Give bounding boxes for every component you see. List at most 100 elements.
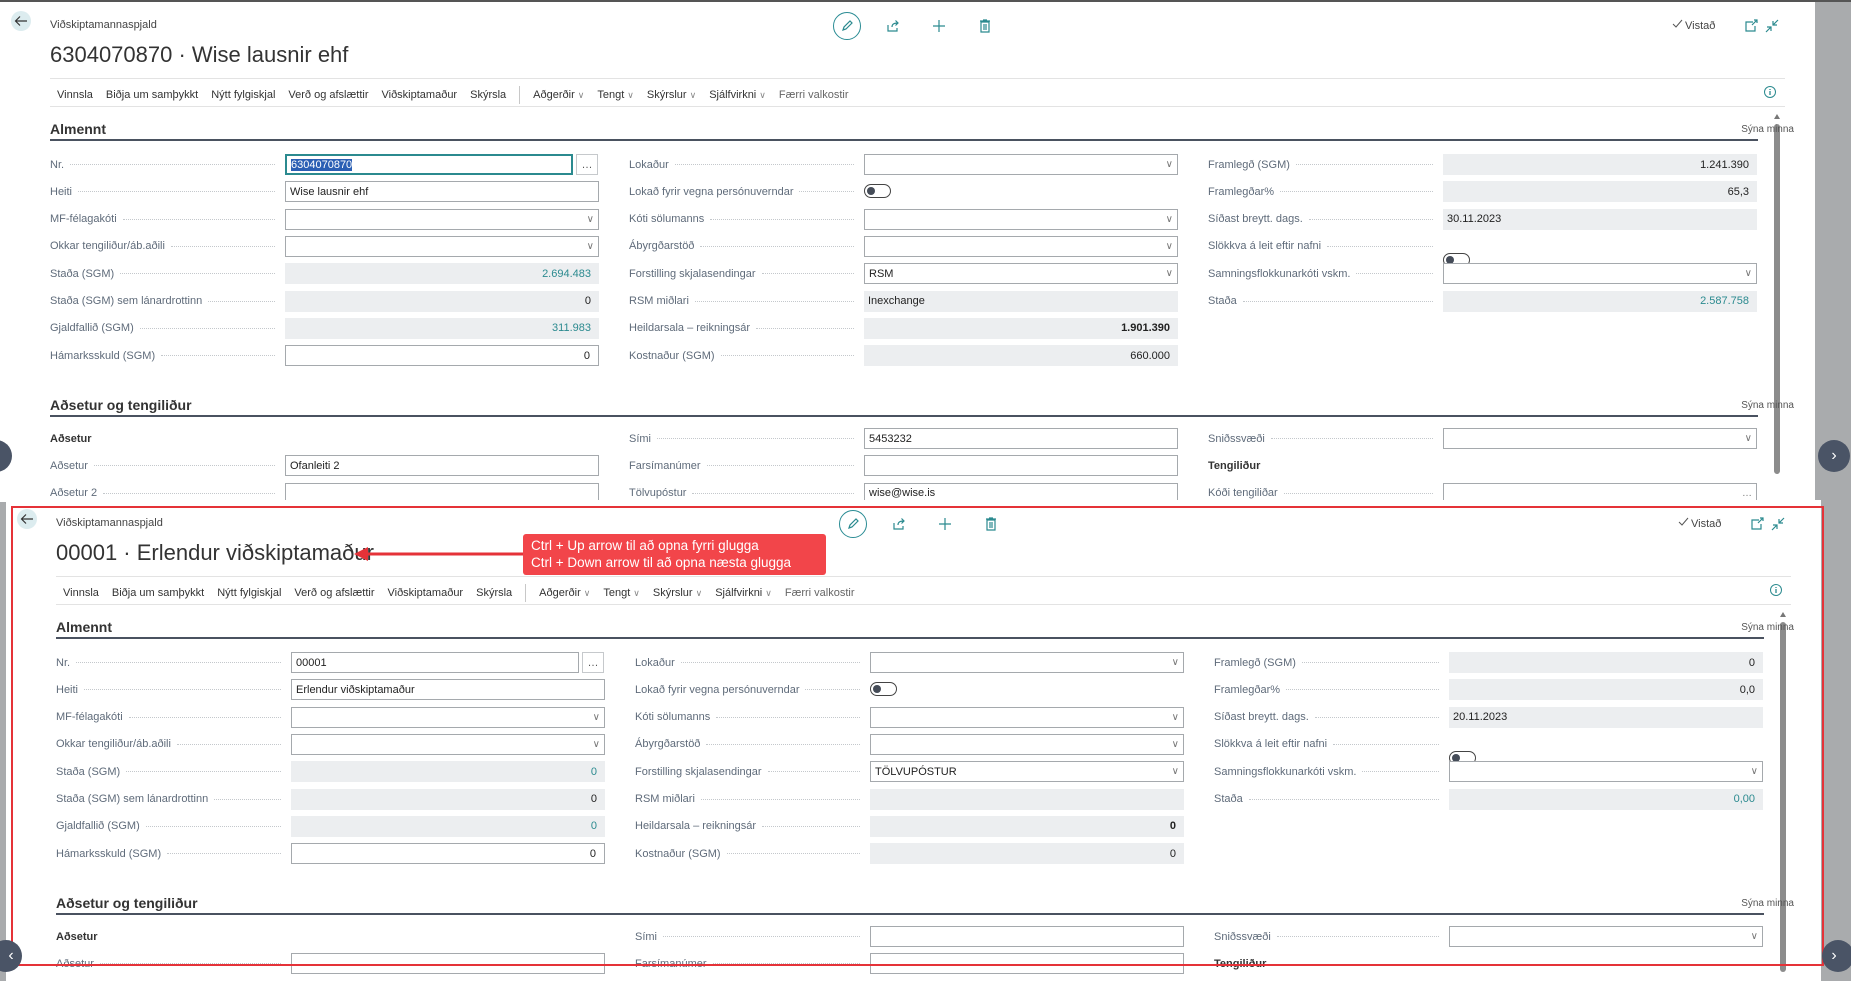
chevron-down-icon[interactable]: ∨ bbox=[1171, 657, 1179, 668]
chevron-down-icon[interactable]: ∨ bbox=[1165, 213, 1173, 225]
toolbar-item-4[interactable]: Viðskiptamaður bbox=[387, 587, 463, 599]
field-a-byrg-arsto[interactable]: ∨ bbox=[870, 733, 1184, 755]
field-sni-ssv-i[interactable]: ∨ bbox=[1443, 428, 1757, 449]
share-button[interactable] bbox=[883, 16, 903, 36]
field-si-mi[interactable]: 5453232 bbox=[864, 428, 1178, 449]
toolbar-item-2[interactable]: Nýtt fylgiskjal bbox=[217, 587, 281, 599]
toolbar-item-3[interactable]: Verð og afslættir bbox=[294, 587, 374, 599]
field-a-setur-2[interactable] bbox=[285, 482, 599, 502]
collapse-button[interactable] bbox=[1768, 514, 1788, 534]
previous-record-button[interactable] bbox=[0, 440, 12, 472]
new-button[interactable] bbox=[935, 514, 955, 534]
field-mf-fe-lagako-ti[interactable]: ∨ bbox=[285, 208, 599, 230]
delete-button[interactable] bbox=[975, 16, 995, 36]
chevron-down-icon[interactable]: ∨ bbox=[1171, 738, 1179, 750]
field-heiti[interactable]: Erlendur viðskiptamaður bbox=[291, 679, 605, 701]
toolbar-item-10[interactable]: Færri valkostir bbox=[779, 89, 849, 101]
ellipsis-icon[interactable]: … bbox=[1742, 487, 1752, 499]
chevron-down-icon[interactable]: ∨ bbox=[1744, 268, 1752, 280]
section-title[interactable]: Almennt bbox=[50, 121, 106, 137]
field-mf-fe-lagako-ti[interactable]: ∨ bbox=[291, 706, 605, 728]
open-in-new-window-button[interactable] bbox=[1747, 514, 1767, 534]
toolbar-item-1[interactable]: Biðja um samþykkt bbox=[112, 587, 204, 599]
chevron-down-icon[interactable]: ∨ bbox=[592, 738, 600, 750]
toolbar-item-7[interactable]: Tengt ∨ bbox=[603, 587, 640, 599]
toolbar-item-3[interactable]: Verð og afslættir bbox=[288, 89, 368, 101]
field-sni-ssv-i[interactable]: ∨ bbox=[1449, 926, 1763, 947]
info-button[interactable] bbox=[1760, 82, 1780, 102]
scrollbar-up-arrow[interactable] bbox=[1774, 114, 1780, 119]
field-to-lvupo-stur[interactable]: wise@wise.is bbox=[864, 482, 1178, 502]
chevron-down-icon[interactable]: ∨ bbox=[1744, 433, 1752, 444]
chevron-down-icon[interactable]: ∨ bbox=[592, 711, 600, 723]
field-ko-ti-so-lumanns[interactable]: ∨ bbox=[870, 706, 1184, 728]
field-samningsflokkunarko-ti-vskm[interactable]: ∨ bbox=[1443, 263, 1757, 285]
next-record-button[interactable]: › bbox=[1818, 440, 1850, 472]
previous-record-button-lower[interactable]: ‹ bbox=[0, 940, 22, 972]
section-title[interactable]: Aðsetur og tengiliður bbox=[50, 397, 192, 413]
field-samningsflokkunarko-ti-vskm[interactable]: ∨ bbox=[1449, 761, 1763, 783]
chevron-down-icon[interactable]: ∨ bbox=[586, 213, 594, 225]
toolbar-item-7[interactable]: Tengt ∨ bbox=[597, 89, 634, 101]
toolbar-item-0[interactable]: Vinnsla bbox=[57, 89, 93, 101]
show-less-link[interactable]: Sýna minna bbox=[1741, 898, 1794, 909]
chevron-down-icon[interactable]: ∨ bbox=[1171, 711, 1179, 723]
toolbar-item-1[interactable]: Biðja um samþykkt bbox=[106, 89, 198, 101]
toggle-loka-fyrir-vegna-perso-nuverndar[interactable] bbox=[864, 184, 891, 199]
lookup-ellipsis-button[interactable]: … bbox=[582, 652, 604, 673]
scrollbar-thumb[interactable] bbox=[1774, 124, 1780, 474]
toolbar-item-5[interactable]: Skýrsla bbox=[470, 89, 506, 101]
toggle-loka-fyrir-vegna-perso-nuverndar[interactable] bbox=[870, 682, 897, 697]
chevron-down-icon[interactable]: ∨ bbox=[1165, 240, 1173, 252]
chevron-down-icon[interactable]: ∨ bbox=[1750, 766, 1758, 778]
field-si-mi[interactable] bbox=[870, 926, 1184, 947]
back-button[interactable] bbox=[17, 509, 37, 529]
field-loka-ur[interactable]: ∨ bbox=[870, 652, 1184, 673]
toolbar-item-4[interactable]: Viðskiptamaður bbox=[381, 89, 457, 101]
field-a-byrg-arsto[interactable]: ∨ bbox=[864, 235, 1178, 257]
chevron-down-icon[interactable]: ∨ bbox=[1165, 159, 1173, 170]
share-button[interactable] bbox=[889, 514, 909, 534]
toolbar-item-8[interactable]: Skýrslur ∨ bbox=[653, 587, 702, 599]
field-farsi-manu-mer[interactable] bbox=[870, 953, 1184, 975]
section-title[interactable]: Aðsetur og tengiliður bbox=[56, 895, 198, 911]
field-forstilling-skjalasendingar[interactable]: TÖLVUPÓSTUR ∨ bbox=[870, 761, 1184, 783]
collapse-button[interactable] bbox=[1762, 16, 1782, 36]
field-ha-marksskuld-sgm[interactable]: 0 bbox=[285, 345, 599, 367]
toolbar-item-5[interactable]: Skýrsla bbox=[476, 587, 512, 599]
toolbar-item-6[interactable]: Aðgerðir ∨ bbox=[533, 89, 584, 101]
toolbar-item-8[interactable]: Skýrslur ∨ bbox=[647, 89, 696, 101]
field-a-setur[interactable] bbox=[291, 953, 605, 975]
toolbar-item-6[interactable]: Aðgerðir ∨ bbox=[539, 587, 590, 599]
section-title[interactable]: Almennt bbox=[56, 619, 112, 635]
show-less-link[interactable]: Sýna minna bbox=[1741, 400, 1794, 411]
field-farsi-manu-mer[interactable] bbox=[864, 455, 1178, 477]
toolbar-item-0[interactable]: Vinnsla bbox=[63, 587, 99, 599]
show-less-link[interactable]: Sýna minna bbox=[1741, 124, 1794, 135]
field-heiti[interactable]: Wise lausnir ehf bbox=[285, 181, 599, 203]
chevron-down-icon[interactable]: ∨ bbox=[586, 240, 594, 252]
field-okkar-tengili-ur-a-b-a-ili[interactable]: ∨ bbox=[285, 235, 599, 257]
scrollbar-thumb[interactable] bbox=[1780, 622, 1786, 972]
field-okkar-tengili-ur-a-b-a-ili[interactable]: ∨ bbox=[291, 733, 605, 755]
field-a-setur[interactable]: Ofanleiti 2 bbox=[285, 455, 599, 477]
field-forstilling-skjalasendingar[interactable]: RSM ∨ bbox=[864, 263, 1178, 285]
toolbar-item-10[interactable]: Færri valkostir bbox=[785, 587, 855, 599]
open-in-new-window-button[interactable] bbox=[1741, 16, 1761, 36]
edit-button[interactable] bbox=[839, 510, 867, 538]
field-nr[interactable]: 6304070870 bbox=[285, 154, 573, 175]
edit-button[interactable] bbox=[833, 12, 861, 40]
field-ko-i-tengili-ar[interactable]: … bbox=[1443, 482, 1757, 502]
chevron-down-icon[interactable]: ∨ bbox=[1750, 931, 1758, 942]
chevron-down-icon[interactable]: ∨ bbox=[1171, 766, 1179, 778]
toolbar-item-2[interactable]: Nýtt fylgiskjal bbox=[211, 89, 275, 101]
info-button[interactable] bbox=[1766, 580, 1786, 600]
toolbar-item-9[interactable]: Sjálfvirkni ∨ bbox=[715, 587, 772, 599]
next-record-button-lower[interactable]: › bbox=[1822, 940, 1851, 972]
lookup-ellipsis-button[interactable]: … bbox=[576, 154, 598, 175]
field-loka-ur[interactable]: ∨ bbox=[864, 154, 1178, 175]
delete-button[interactable] bbox=[981, 514, 1001, 534]
show-less-link[interactable]: Sýna minna bbox=[1741, 622, 1794, 633]
scrollbar-up-arrow[interactable] bbox=[1780, 612, 1786, 617]
field-nr[interactable]: 00001 bbox=[291, 652, 579, 673]
